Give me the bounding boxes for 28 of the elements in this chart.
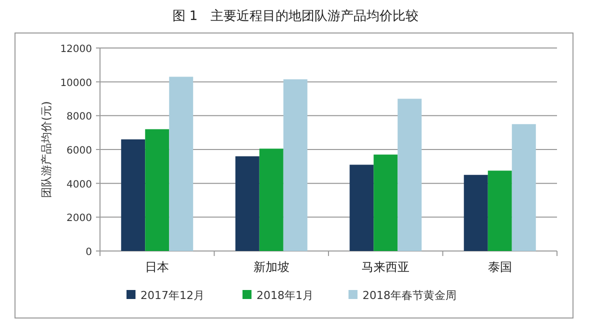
legend-label: 2018年1月	[256, 289, 314, 302]
x-tick-label: 泰国	[488, 260, 512, 274]
legend-label: 2018年春节黄金周	[362, 289, 456, 302]
legend-label: 2017年12月	[140, 289, 204, 302]
y-tick-label: 0	[86, 247, 92, 258]
bar	[259, 148, 284, 251]
bar	[235, 156, 260, 251]
y-tick-label: 8000	[66, 112, 92, 123]
bar	[374, 154, 398, 251]
bar	[512, 124, 536, 251]
y-tick-label: 2000	[66, 213, 92, 224]
bar	[145, 129, 170, 251]
bar	[398, 98, 422, 251]
x-tick-label: 马来西亚	[362, 260, 410, 274]
bar	[169, 76, 194, 251]
y-tick-label: 12000	[60, 44, 92, 55]
bar	[464, 174, 488, 251]
x-tick-label: 日本	[145, 260, 170, 274]
bar	[350, 164, 374, 251]
y-tick-label: 6000	[66, 146, 92, 156]
bar	[121, 139, 146, 251]
y-tick-label: 10000	[60, 78, 92, 89]
chart-title: 图 1 主要近程目的地团队游产品均价比较	[172, 8, 419, 24]
x-tick-label: 新加坡	[253, 260, 290, 274]
bar	[283, 79, 308, 251]
y-tick-label: 4000	[66, 179, 92, 190]
y-axis-title: 团队游产品均价(元)	[40, 101, 53, 198]
bar	[488, 170, 512, 251]
